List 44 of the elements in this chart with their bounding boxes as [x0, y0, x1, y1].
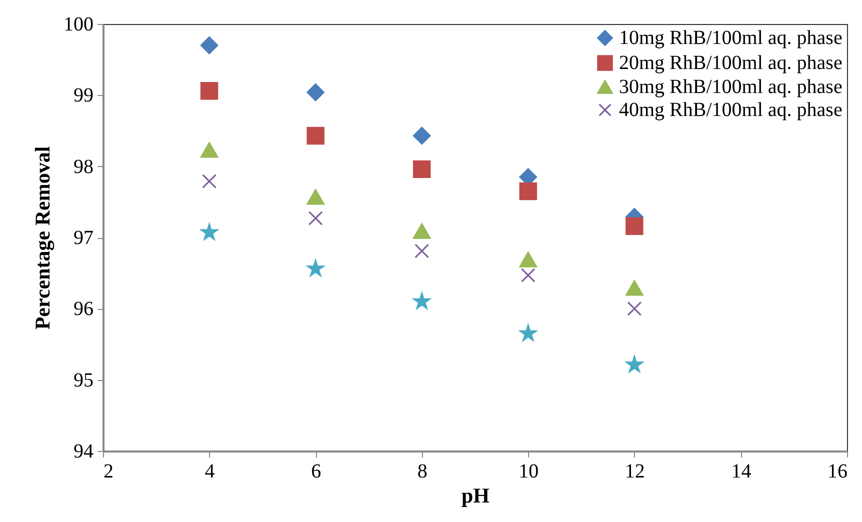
point	[519, 252, 538, 268]
point	[520, 268, 536, 282]
point	[306, 189, 324, 205]
point	[412, 126, 431, 145]
point	[307, 260, 324, 276]
x-tick-label: 14	[731, 460, 752, 482]
legend-label: 40mg RhB/100ml aq. phase	[619, 99, 842, 121]
x-tick-label: 10	[518, 460, 539, 482]
y-tick-label: 98	[74, 156, 94, 178]
x-tick-label: 16	[828, 460, 848, 482]
point	[627, 301, 642, 316]
x-tick-label: 8	[417, 460, 428, 482]
point	[626, 280, 644, 296]
y-tick-label: 100	[64, 14, 94, 36]
point	[202, 174, 217, 189]
x-tick-label: 4	[204, 460, 215, 482]
point	[200, 224, 218, 240]
point	[200, 82, 218, 100]
y-tick-label: 96	[74, 298, 94, 320]
x-tick-label: 12	[624, 460, 645, 482]
x-tick-label: 2	[104, 460, 114, 482]
point	[412, 223, 431, 239]
legend-label: 20mg RhB/100ml aq. phase	[619, 52, 842, 74]
y-tick-label: 94	[74, 440, 94, 462]
point	[412, 160, 431, 178]
y-axis-title: Percentage Removal	[30, 146, 54, 330]
x-tick-label: 6	[311, 460, 322, 482]
legend-label: 30mg RhB/100ml aq. phase	[619, 76, 842, 98]
y-tick-label: 99	[74, 84, 94, 107]
point	[306, 126, 324, 145]
point	[413, 292, 430, 309]
legend-label: 10mg RhB/100ml aq. phase	[619, 27, 842, 49]
y-tick-label: 97	[74, 227, 94, 249]
point	[306, 83, 324, 102]
point	[414, 244, 430, 258]
point	[519, 182, 538, 200]
point	[200, 36, 218, 54]
point	[200, 142, 218, 158]
point	[626, 217, 644, 235]
x-axis-title: pH	[461, 484, 490, 508]
point	[308, 211, 323, 226]
y-tick-label: 95	[74, 369, 94, 392]
point	[626, 356, 643, 372]
point	[520, 324, 537, 341]
